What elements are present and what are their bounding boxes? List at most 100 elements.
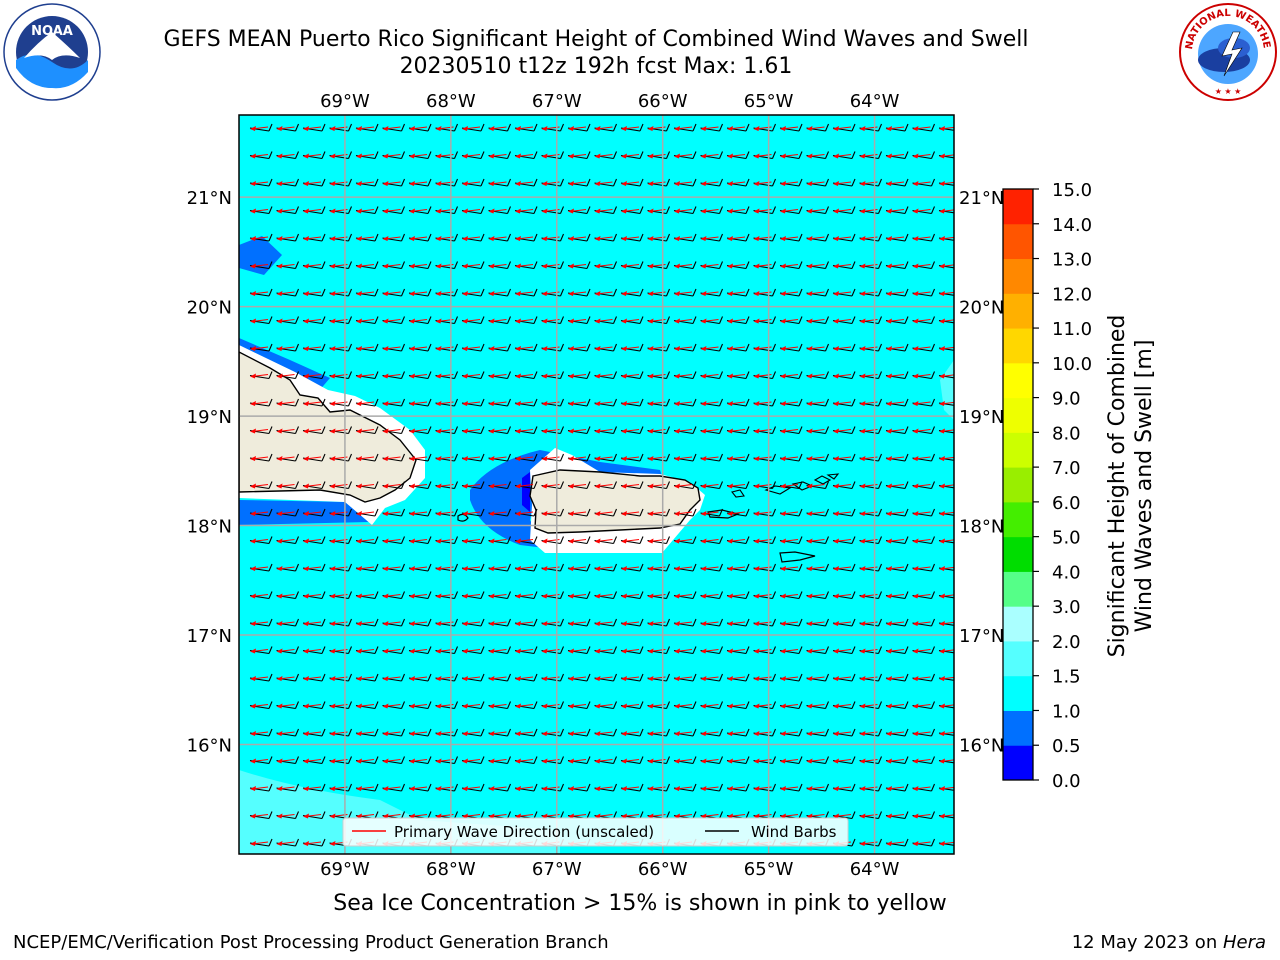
wind-vector xyxy=(249,646,273,655)
wind-vector xyxy=(885,646,909,655)
wind-vector xyxy=(779,343,803,352)
wind-vector xyxy=(912,591,936,600)
wind-vector xyxy=(276,563,300,572)
wind-vector xyxy=(594,783,618,792)
wind-vector xyxy=(832,206,856,215)
wind-vector xyxy=(594,178,618,187)
wind-vector xyxy=(912,288,936,297)
wind-vector xyxy=(382,398,406,407)
wind-vector xyxy=(514,151,538,160)
wind-vector xyxy=(700,453,724,462)
wind-vector xyxy=(673,206,697,215)
wind-vector xyxy=(938,153,954,159)
wind-vector xyxy=(514,343,538,352)
wind-vector xyxy=(461,728,485,737)
wind-vector xyxy=(302,673,326,682)
wind-vector xyxy=(832,398,856,407)
wind-vector xyxy=(249,123,273,132)
wind-vector xyxy=(885,178,909,187)
wind-vector xyxy=(859,481,883,490)
wind-vector xyxy=(594,563,618,572)
longitude-tick-label: 64°W xyxy=(850,859,900,880)
wind-vector xyxy=(673,453,697,462)
wind-vector xyxy=(355,288,379,297)
wind-vector xyxy=(382,453,406,462)
wind-vector xyxy=(700,371,724,380)
wind-vector xyxy=(594,426,618,435)
wind-vector xyxy=(488,481,512,490)
wind-vector xyxy=(806,206,830,215)
wind-vector xyxy=(276,481,300,490)
wind-vector xyxy=(276,811,300,820)
vieques-outline xyxy=(707,509,740,519)
wind-vector xyxy=(832,618,856,627)
wind-vector xyxy=(832,233,856,242)
wind-vector xyxy=(249,233,273,242)
wind-vector xyxy=(779,398,803,407)
wind-vector xyxy=(488,316,512,325)
wind-vector xyxy=(514,646,538,655)
wind-vector xyxy=(620,756,644,765)
svg-text:★ ★ ★: ★ ★ ★ xyxy=(1215,87,1242,96)
wind-vector xyxy=(726,371,750,380)
wind-vector xyxy=(276,728,300,737)
wind-vector xyxy=(726,481,750,490)
wind-vector xyxy=(408,673,432,682)
wind-vector xyxy=(382,233,406,242)
wave-band-0p5-1 xyxy=(239,500,370,525)
wind-vector xyxy=(461,756,485,765)
wind-vector xyxy=(726,563,750,572)
longitude-tick-label: 64°W xyxy=(850,91,900,112)
wind-vector xyxy=(249,838,273,847)
wind-vector xyxy=(885,123,909,132)
wind-vector xyxy=(488,618,512,627)
wind-vector xyxy=(726,233,750,242)
wind-vector xyxy=(859,618,883,627)
wind-vector xyxy=(461,288,485,297)
wind-vector xyxy=(514,453,538,462)
wind-vector xyxy=(302,811,326,820)
wind-vector xyxy=(514,783,538,792)
wind-vector xyxy=(408,756,432,765)
wind-vector xyxy=(382,151,406,160)
wind-vector xyxy=(276,233,300,242)
wind-vector xyxy=(355,618,379,627)
wind-vector xyxy=(302,453,326,462)
wind-vector xyxy=(938,373,954,379)
wind-vector xyxy=(355,728,379,737)
colorbar-tick-label: 1.5 xyxy=(1052,667,1081,688)
wind-vector xyxy=(408,371,432,380)
wind-vector xyxy=(567,536,591,545)
wind-vector xyxy=(408,536,432,545)
wind-vector xyxy=(382,343,406,352)
wind-vector xyxy=(594,288,618,297)
wind-vector xyxy=(885,371,909,380)
noaa-logo-icon: NOAA xyxy=(3,3,101,101)
wind-vector xyxy=(912,838,936,847)
wind-vector xyxy=(461,453,485,462)
colorbar-segment xyxy=(1003,501,1033,538)
wind-vector xyxy=(514,701,538,710)
wind-vector xyxy=(249,316,273,325)
wind-vector xyxy=(779,618,803,627)
footer-host: Hera xyxy=(1222,932,1266,953)
wind-vector xyxy=(832,343,856,352)
colorbar-segment xyxy=(1003,710,1033,746)
wind-vector xyxy=(488,206,512,215)
wind-vector xyxy=(700,261,724,270)
wind-vector xyxy=(488,343,512,352)
wind-vector xyxy=(700,481,724,490)
wind-vector xyxy=(355,673,379,682)
wind-vector xyxy=(885,618,909,627)
colorbar-tick-label: 5.0 xyxy=(1052,528,1081,549)
wind-vector xyxy=(249,398,273,407)
wind-vector xyxy=(673,151,697,160)
wind-barb-legend-label: Wind Barbs xyxy=(751,823,837,841)
wind-vector xyxy=(806,756,830,765)
wind-vector xyxy=(276,343,300,352)
wind-vector xyxy=(806,536,830,545)
colorbar-tick-label: 15.0 xyxy=(1052,180,1092,201)
wind-vector xyxy=(594,508,618,517)
wind-vector xyxy=(355,481,379,490)
wind-vector xyxy=(276,371,300,380)
